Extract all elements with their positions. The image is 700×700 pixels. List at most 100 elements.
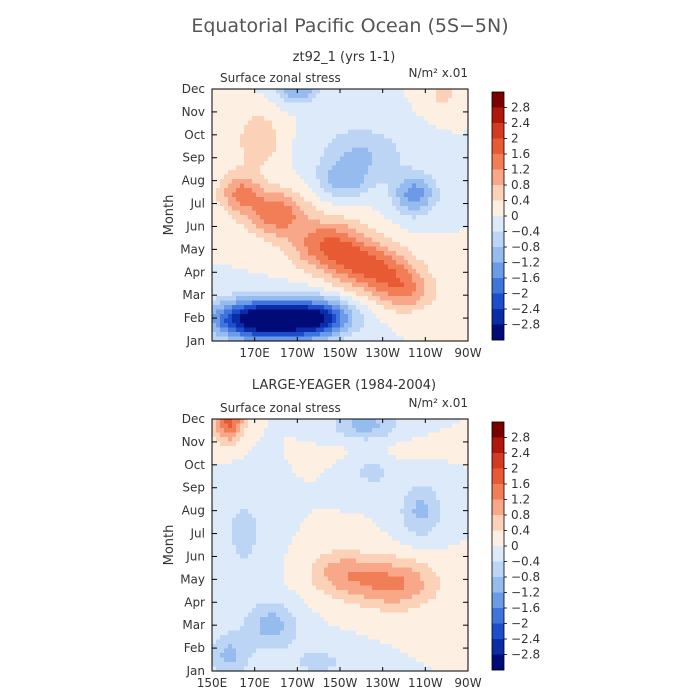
heatmap-cell xyxy=(224,201,229,207)
heatmap-cell xyxy=(404,264,409,270)
heatmap-cell xyxy=(464,459,469,465)
heatmap-cell xyxy=(220,233,225,239)
heatmap-cell xyxy=(332,468,337,474)
heatmap-cell xyxy=(396,165,401,171)
heatmap-cell xyxy=(264,323,269,329)
heatmap-cell xyxy=(332,455,337,461)
heatmap-cell xyxy=(320,287,325,293)
heatmap-cell xyxy=(396,224,401,230)
heatmap-cell xyxy=(292,156,297,162)
heatmap-cell xyxy=(436,309,441,315)
heatmap-cell xyxy=(340,206,345,212)
heatmap-cell xyxy=(336,246,341,252)
heatmap-cell xyxy=(376,219,381,225)
heatmap-cell xyxy=(260,291,265,297)
heatmap-cell xyxy=(316,255,321,261)
heatmap-cell xyxy=(380,165,385,171)
heatmap-cell xyxy=(392,228,397,234)
heatmap-cell xyxy=(356,509,361,515)
heatmap-cell xyxy=(428,242,433,248)
heatmap-cell xyxy=(296,423,301,429)
heatmap-cell xyxy=(448,464,453,470)
heatmap-cell xyxy=(236,300,241,306)
heatmap-cell xyxy=(296,161,301,167)
heatmap-cell xyxy=(408,188,413,194)
heatmap-cell xyxy=(380,318,385,324)
heatmap-cell xyxy=(376,473,381,479)
heatmap-cell xyxy=(236,219,241,225)
heatmap-cell xyxy=(224,314,229,320)
heatmap-cell xyxy=(240,309,245,315)
heatmap-cell xyxy=(448,260,453,266)
heatmap-cell xyxy=(396,300,401,306)
heatmap-cell xyxy=(408,116,413,122)
heatmap-cell xyxy=(416,500,421,506)
heatmap-cell xyxy=(396,459,401,465)
heatmap-cell xyxy=(396,183,401,189)
heatmap-cell xyxy=(320,215,325,221)
heatmap-cell xyxy=(216,102,221,108)
heatmap-cell xyxy=(396,495,401,501)
heatmap-cell xyxy=(256,264,261,270)
heatmap-cell xyxy=(396,273,401,279)
heatmap-cell xyxy=(368,318,373,324)
heatmap-cell xyxy=(296,486,301,492)
heatmap-cell xyxy=(356,138,361,144)
heatmap-cell xyxy=(344,170,349,176)
heatmap-cell xyxy=(396,98,401,104)
heatmap-cell xyxy=(244,102,249,108)
heatmap-cell xyxy=(392,111,397,117)
heatmap-cell xyxy=(256,242,261,248)
heatmap-cell xyxy=(456,183,461,189)
heatmap-cell xyxy=(328,305,333,311)
heatmap-cell xyxy=(380,251,385,257)
heatmap-cell xyxy=(308,482,313,488)
heatmap-cell xyxy=(332,161,337,167)
heatmap-cell xyxy=(444,174,449,180)
heatmap-cell xyxy=(324,318,329,324)
heatmap-cell xyxy=(248,197,253,203)
heatmap-cell xyxy=(344,215,349,221)
heatmap-cell xyxy=(384,282,389,288)
heatmap-cell xyxy=(440,459,445,465)
heatmap-cell xyxy=(244,504,249,510)
heatmap-cell xyxy=(320,323,325,329)
heatmap-cell xyxy=(336,116,341,122)
heatmap-cell xyxy=(212,260,217,266)
heatmap-cell xyxy=(284,116,289,122)
heatmap-cell xyxy=(244,165,249,171)
heatmap-cell xyxy=(244,491,249,497)
heatmap-cell xyxy=(420,129,425,135)
heatmap-cell xyxy=(392,179,397,185)
heatmap-cell xyxy=(240,477,245,483)
heatmap-cell xyxy=(376,318,381,324)
heatmap-cell xyxy=(452,473,457,479)
heatmap-cell xyxy=(360,147,365,153)
heatmap-cell xyxy=(292,93,297,99)
heatmap-cell xyxy=(244,206,249,212)
heatmap-cell xyxy=(436,282,441,288)
heatmap-cell xyxy=(348,477,353,483)
heatmap-cell xyxy=(452,197,457,203)
heatmap-cell xyxy=(412,482,417,488)
heatmap-cell xyxy=(400,327,405,333)
heatmap-cell xyxy=(376,296,381,302)
heatmap-cell xyxy=(420,197,425,203)
heatmap-cell xyxy=(252,314,257,320)
heatmap-cell xyxy=(376,491,381,497)
heatmap-cell xyxy=(384,314,389,320)
heatmap-cell xyxy=(312,509,317,515)
heatmap-cell xyxy=(344,111,349,117)
heatmap-cell xyxy=(444,161,449,167)
heatmap-cell xyxy=(408,165,413,171)
heatmap-cell xyxy=(356,111,361,117)
heatmap-cell xyxy=(380,482,385,488)
heatmap-cell xyxy=(216,296,221,302)
heatmap-cell xyxy=(340,482,345,488)
heatmap-cell xyxy=(292,134,297,140)
heatmap-cell xyxy=(452,260,457,266)
heatmap-cell xyxy=(448,215,453,221)
heatmap-cell xyxy=(280,179,285,185)
heatmap-cell xyxy=(344,455,349,461)
heatmap-cell xyxy=(332,201,337,207)
